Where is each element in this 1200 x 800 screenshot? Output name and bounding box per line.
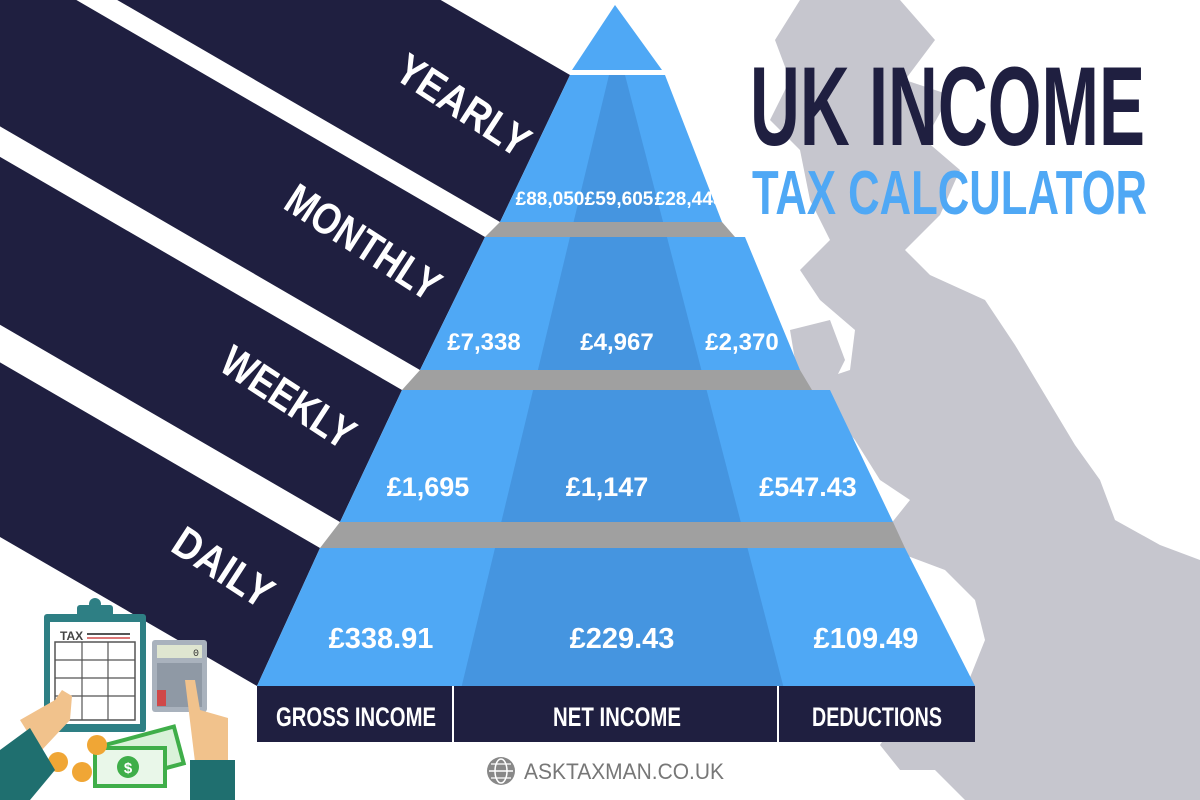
yearly-net: £59,605	[585, 189, 654, 210]
yearly-deductions: £28,445	[655, 189, 724, 210]
daily-gross: £338.91	[329, 623, 434, 655]
svg-text:TAX: TAX	[60, 629, 83, 643]
pyramid-slab	[320, 522, 905, 548]
column-label-net: NET INCOME	[553, 702, 681, 732]
band-weekly	[0, 156, 402, 522]
band-daily	[0, 362, 320, 686]
daily-net: £229.43	[570, 623, 675, 655]
pyramid-apex	[572, 5, 662, 70]
svg-text:0: 0	[193, 649, 199, 660]
pyramid-net-column	[461, 548, 784, 686]
weekly-deductions: £547.43	[759, 472, 857, 502]
column-divider	[777, 686, 779, 742]
sleeves-icon	[0, 728, 235, 800]
band-monthly	[0, 0, 485, 370]
weekly-gross: £1,695	[387, 472, 470, 502]
monthly-net: £4,967	[580, 329, 653, 356]
monthly-deductions: £2,370	[705, 329, 778, 356]
title-line-1: UK INCOME	[750, 44, 1145, 169]
band-yearly	[117, 0, 570, 222]
uk-map	[770, 0, 1200, 800]
pyramid-net-column	[573, 75, 664, 222]
monthly-gross: £7,338	[447, 329, 520, 356]
column-label-deductions: DEDUCTIONS	[812, 702, 942, 732]
website-link[interactable]: ASKTAXMAN.CO.UK	[524, 759, 724, 784]
column-label-bar	[257, 686, 975, 742]
yearly-gross: £88,050	[516, 189, 585, 210]
pyramid-net-column	[537, 237, 702, 370]
pyramid-slab	[402, 370, 812, 390]
daily-deductions: £109.49	[814, 623, 919, 655]
money-notes-icon: $	[93, 724, 187, 788]
weekly-net: £1,147	[566, 472, 649, 502]
globe-icon	[487, 757, 515, 785]
column-label-gross: GROSS INCOME	[276, 702, 436, 732]
title-line-2: TAX CALCULATOR	[752, 159, 1147, 228]
calculator-icon: 0	[152, 640, 207, 712]
pyramid-slab	[485, 222, 735, 237]
column-divider	[452, 686, 454, 742]
tax-illustration: $ TAX 0	[0, 598, 235, 800]
pyramid-net-column	[501, 390, 741, 522]
svg-text:$: $	[124, 760, 133, 777]
